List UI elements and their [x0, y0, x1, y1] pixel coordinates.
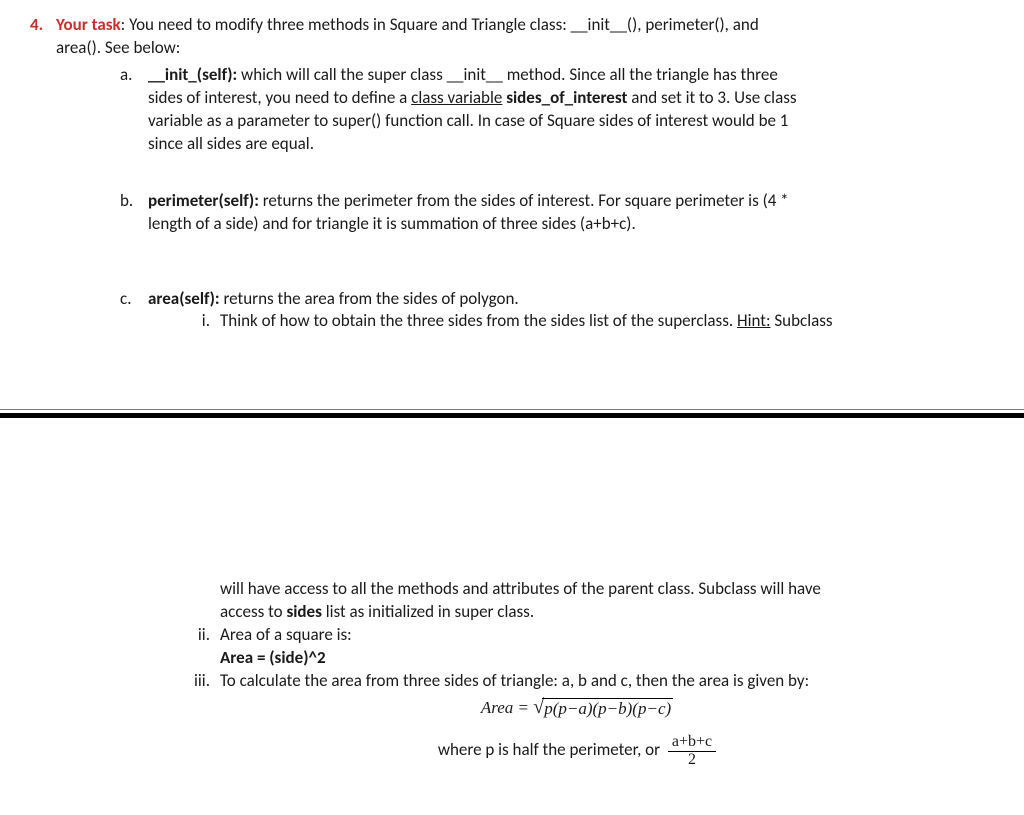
- subitem-c: c. area(self): returns the area from the…: [120, 288, 994, 311]
- question-intro-line-1: Your task: You need to modify three meth…: [56, 14, 994, 37]
- roman-iii-label: iii.: [170, 670, 220, 693]
- subitem-a-l4: since all sides are equal.: [148, 133, 314, 154]
- upper-section: 4. Your task: You need to modify three m…: [0, 0, 1024, 333]
- roman-iii-body: To calculate the area from three sides o…: [220, 670, 994, 768]
- fraction-numerator: a+b+c: [668, 734, 716, 752]
- subitem-c-body: area(self): returns the area from the si…: [148, 288, 994, 311]
- roman-i-pre: Think of how to obtain the three sides f…: [220, 310, 737, 331]
- sqrt-expression: √ p(p−a)(p−b)(p−c): [533, 698, 673, 719]
- fraction: a+b+c 2: [668, 734, 716, 769]
- roman-i: i. Think of how to obtain the three side…: [170, 310, 994, 333]
- sides-bold: sides: [286, 601, 321, 622]
- roman-iii: iii. To calculate the area from three si…: [170, 670, 994, 768]
- question-number: 4.: [30, 14, 56, 37]
- subitem-a-l1: which will call the super class __init__…: [237, 64, 778, 85]
- continuation-text: will have access to all the methods and …: [220, 578, 994, 624]
- subitem-a-label: a.: [120, 64, 148, 87]
- cont-p1: will have access to all the methods and …: [220, 578, 821, 599]
- cont-p2-post: list as initialized in super class.: [322, 601, 534, 622]
- subitem-a-l2-post: and set it to 3. Use class: [627, 87, 796, 108]
- roman-ii-label: ii.: [170, 624, 220, 647]
- subitem-b: b. perimeter(self): returns the perimete…: [120, 190, 994, 236]
- question-title: Your task: [56, 14, 121, 35]
- sqrt-body: p(p−a)(p−b)(p−c): [542, 698, 673, 719]
- roman-i-body: Think of how to obtain the three sides f…: [220, 310, 994, 333]
- subitem-a: a. __init_(self): which will call the su…: [120, 64, 994, 156]
- subitem-b-label: b.: [120, 190, 148, 213]
- section-divider: [0, 409, 1024, 418]
- hint-underline: Hint:: [737, 310, 771, 331]
- gap-spacer: [0, 418, 1024, 578]
- roman-i-post: Subclass: [771, 310, 833, 331]
- subitem-c-l1: returns the area from the sides of polyg…: [220, 288, 519, 309]
- subitem-b-l1: returns the perimeter from the sides of …: [259, 190, 789, 211]
- subitem-a-head: __init_(self):: [148, 64, 237, 85]
- document-page: 4. Your task: You need to modify three m…: [0, 0, 1024, 815]
- roman-ii: ii. Area of a square is: Area = (side)^2: [170, 624, 994, 670]
- half-perim-text: where p is half the perimeter, or: [438, 739, 664, 760]
- roman-ii-body: Area of a square is: Area = (side)^2: [220, 624, 994, 670]
- square-area-formula: Area = (side)^2: [220, 647, 326, 668]
- divider-thin-line: [0, 409, 1024, 410]
- roman-ii-text: Area of a square is:: [220, 624, 352, 645]
- subitem-b-head: perimeter(self):: [148, 190, 259, 211]
- subitem-c-label: c.: [120, 288, 148, 311]
- lower-section: will have access to all the methods and …: [0, 578, 1024, 768]
- subitem-b-l2: length of a side) and for triangle it is…: [148, 213, 636, 234]
- subitem-a-l3: variable as a parameter to super() funct…: [148, 110, 788, 131]
- subitem-a-body: __init_(self): which will call the super…: [148, 64, 994, 156]
- area-lhs: Area =: [481, 698, 533, 717]
- class-variable-underline: class variable: [411, 87, 502, 108]
- heron-formula: Area = √ p(p−a)(p−b)(p−c): [160, 697, 994, 720]
- subitem-b-body: perimeter(self): returns the perimeter f…: [148, 190, 994, 236]
- sides-of-interest-bold: sides_of_interest: [506, 87, 627, 108]
- subitem-a-l2-pre: sides of interest, you need to define a: [148, 87, 411, 108]
- question-intro-text-1: : You need to modify three methods in Sq…: [121, 14, 759, 35]
- roman-i-label: i.: [170, 310, 220, 333]
- subitem-c-head: area(self):: [148, 288, 220, 309]
- half-perimeter-line: where p is half the perimeter, or a+b+c …: [160, 734, 994, 769]
- question-line-1: 4. Your task: You need to modify three m…: [30, 14, 994, 37]
- fraction-denominator: 2: [668, 752, 716, 769]
- question-intro-line-2: area(). See below:: [56, 37, 994, 60]
- roman-iii-text: To calculate the area from three sides o…: [220, 670, 809, 691]
- cont-p2-pre: access to: [220, 601, 286, 622]
